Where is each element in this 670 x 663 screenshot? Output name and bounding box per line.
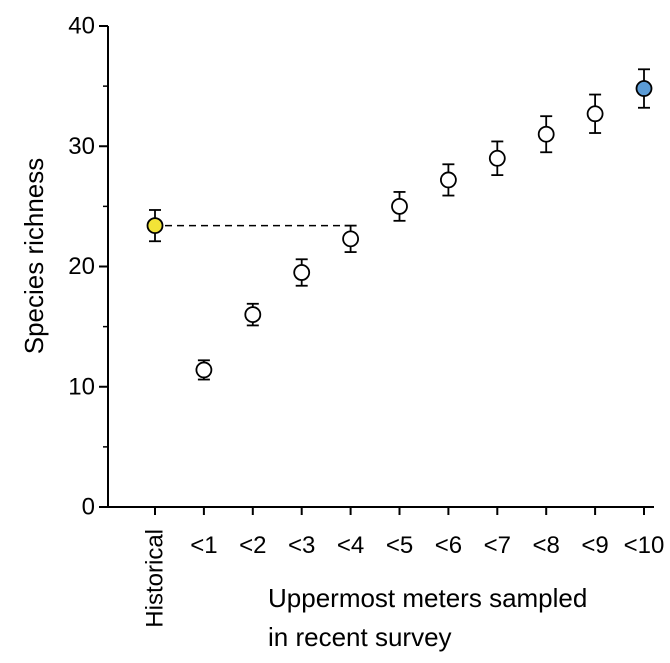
x-tick-label: <2 [239, 532, 266, 559]
data-point [439, 171, 457, 189]
x-tick-label: <1 [190, 532, 217, 559]
data-point [488, 149, 506, 167]
x-tick-label: <7 [484, 532, 511, 559]
x-tick-label: <4 [337, 532, 364, 559]
data-point [586, 105, 604, 123]
x-tick-label: <3 [288, 532, 315, 559]
data-point [293, 264, 311, 281]
data-point [146, 217, 164, 235]
y-tick-label: 30 [68, 133, 95, 160]
tick-labels: 0 10 20 30 40 Historical <1 <2 <3 <4 <5 <6 <7 <8 <9 <10 [68, 13, 664, 628]
y-tick-label: 40 [68, 13, 95, 40]
y-tick-label: 10 [68, 373, 95, 400]
data-point [244, 306, 262, 324]
x-axis-title-line-2: in recent survey [268, 622, 452, 652]
y-axis-title: Species richness [19, 158, 49, 355]
data-point [391, 197, 408, 215]
x-tick-label: Historical [142, 529, 169, 628]
data-point [635, 80, 653, 97]
data-points [146, 68, 653, 381]
x-tick-label: <6 [435, 532, 462, 559]
y-tick-label: 0 [82, 494, 95, 521]
x-tick-label: <5 [386, 532, 413, 559]
data-point [342, 230, 360, 248]
x-tick-label: <10 [624, 532, 665, 559]
x-tick-label: <8 [533, 532, 560, 559]
data-point [195, 361, 213, 379]
data-point [537, 125, 555, 143]
x-axis-title-line-1: Uppermost meters sampled [268, 583, 587, 613]
x-tick-label: <9 [581, 532, 608, 559]
y-tick-label: 20 [68, 253, 95, 280]
axes [99, 25, 654, 515]
